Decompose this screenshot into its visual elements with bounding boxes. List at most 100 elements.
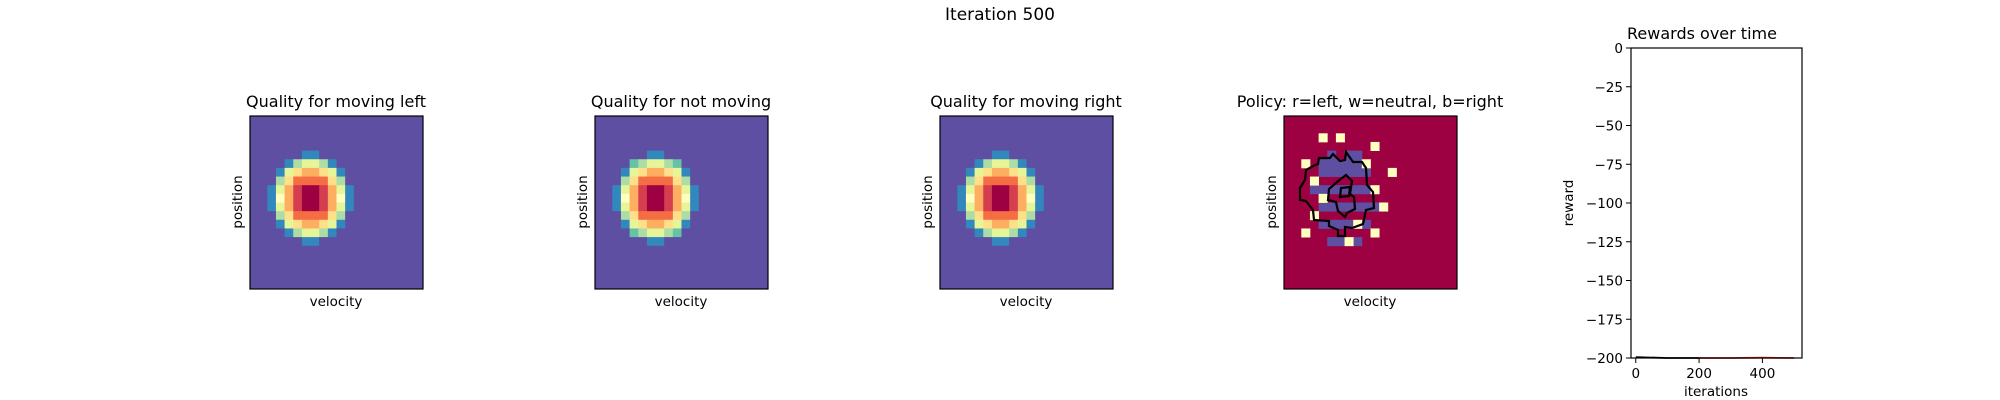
heatmap-cell	[724, 159, 734, 169]
heatmap-cell	[1009, 263, 1019, 273]
heatmap-cell	[1017, 245, 1027, 255]
heatmap-cell	[1043, 167, 1053, 177]
heatmap-cell	[716, 271, 726, 281]
heatmap-cell	[1087, 219, 1097, 229]
heatmap-cell	[638, 245, 648, 255]
heatmap-cell	[1061, 141, 1071, 151]
heatmap-cell	[629, 228, 639, 238]
heatmap-cell	[1104, 133, 1114, 143]
heatmap-cell	[638, 150, 648, 160]
heatmap-cell	[293, 124, 303, 134]
heatmap-cell	[1078, 254, 1088, 264]
heatmap-cell	[1078, 228, 1088, 238]
heatmap-cell	[1035, 280, 1045, 290]
heatmap-cell	[1052, 124, 1062, 134]
heatmap-cell	[707, 280, 717, 290]
heatmap-cell	[629, 202, 639, 212]
heatmap-cell	[1035, 150, 1045, 160]
heatmap-cell	[301, 176, 311, 186]
heatmap-cell	[275, 254, 285, 264]
heatmap-cell	[724, 167, 734, 177]
heatmap-cell	[595, 202, 605, 212]
heatmap-cell	[1043, 141, 1053, 151]
heatmap-cell	[371, 211, 381, 221]
heatmap-cell	[1078, 237, 1088, 247]
heatmap-cell	[612, 150, 622, 160]
heatmap-cell	[646, 141, 656, 151]
heatmap-cell	[1026, 141, 1036, 151]
heatmap-cell	[681, 219, 691, 229]
heatmap-cell	[388, 167, 398, 177]
heatmap-cell	[371, 116, 381, 126]
heatmap-cell	[681, 150, 691, 160]
heatmap-cell	[983, 202, 993, 212]
heatmap-cell	[940, 280, 950, 290]
heatmap-cell	[1104, 245, 1114, 255]
heatmap-cell	[1069, 116, 1079, 126]
heatmap-cell	[1069, 133, 1079, 143]
heatmap-cell	[1035, 141, 1045, 151]
heatmap-cell	[672, 245, 682, 255]
heatmap-cell	[1061, 185, 1071, 195]
heatmap-cell	[284, 263, 294, 273]
heatmap-cell	[336, 254, 346, 264]
heatmap-cell	[327, 133, 337, 143]
heatmap-cell	[319, 167, 329, 177]
heatmap-cell	[716, 150, 726, 160]
heatmap-cell	[1009, 193, 1019, 203]
heatmap-cell	[1000, 159, 1010, 169]
heatmap-cell	[371, 193, 381, 203]
heatmap-cell	[1017, 211, 1027, 221]
heatmap-cell	[603, 211, 613, 221]
heatmap-cell	[310, 193, 320, 203]
heatmap-cell	[983, 193, 993, 203]
heatmap-cell	[646, 245, 656, 255]
heatmap-cell	[620, 263, 630, 273]
heatmap-cell	[397, 141, 407, 151]
heatmap-cell	[1087, 176, 1097, 186]
heatmap-cell	[681, 202, 691, 212]
heatmap-cell	[414, 193, 424, 203]
heatmap-cell	[362, 228, 372, 238]
heatmap-cell	[379, 254, 389, 264]
heatmap-cell	[327, 193, 337, 203]
heatmap-cell	[620, 245, 630, 255]
heatmap-cell	[1000, 124, 1010, 134]
heatmap-cell	[664, 133, 674, 143]
heatmap-cell	[742, 202, 752, 212]
heatmap-cell	[414, 176, 424, 186]
heatmap-cell	[646, 133, 656, 143]
heatmap-cell	[336, 159, 346, 169]
heatmap-cell	[690, 133, 700, 143]
heatmap-cell	[690, 167, 700, 177]
heatmap-cell	[1009, 271, 1019, 281]
heatmap-cell	[275, 237, 285, 247]
heatmap-cell	[293, 228, 303, 238]
heatmap-cell	[267, 150, 277, 160]
heatmap-cell	[742, 176, 752, 186]
heatmap-cell	[983, 271, 993, 281]
heatmap-cell	[733, 167, 743, 177]
heatmap-cell	[301, 159, 311, 169]
heatmap-cell	[698, 193, 708, 203]
heatmap-cell	[750, 228, 760, 238]
heatmap-cell	[681, 176, 691, 186]
heatmap-cell	[397, 116, 407, 126]
heatmap-cell	[638, 228, 648, 238]
heatmap-cell	[724, 271, 734, 281]
heatmap-cell	[284, 167, 294, 177]
heatmap-cell	[405, 280, 415, 290]
heatmap-cell	[629, 219, 639, 229]
heatmap-cell	[1000, 211, 1010, 221]
heatmap-cell	[948, 237, 958, 247]
heatmap-cell	[646, 124, 656, 134]
heatmap-cell	[319, 133, 329, 143]
heatmap-cell	[603, 176, 613, 186]
heatmap-cell	[957, 124, 967, 134]
heatmap-cell	[258, 133, 268, 143]
policy-cell-neutral	[1370, 141, 1380, 151]
heatmap-cell	[293, 245, 303, 255]
heatmap-cell	[1026, 124, 1036, 134]
heatmap-cell	[724, 202, 734, 212]
y-axis-label: position	[920, 175, 936, 228]
